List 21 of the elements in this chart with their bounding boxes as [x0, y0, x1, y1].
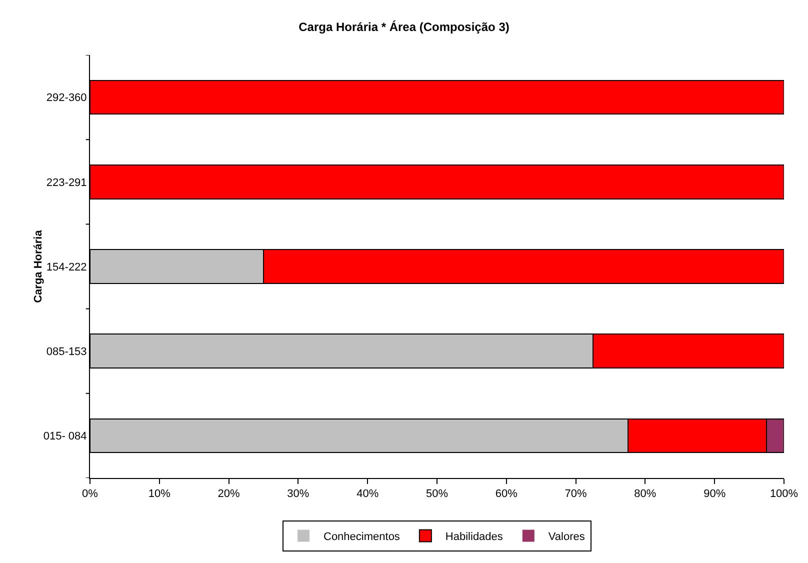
x-tick-label: 60%: [495, 488, 518, 500]
x-tick-label: 70%: [564, 488, 588, 500]
y-tick-label: 015- 084: [43, 430, 87, 443]
y-tick-label: 292-360: [46, 92, 87, 104]
x-tick-label: 80%: [634, 488, 656, 500]
x-tick-label: 0%: [82, 488, 98, 500]
chart-title: Carga Horária * Área (Composição 3): [298, 20, 510, 34]
y-axis-title: Carga Horária: [32, 229, 44, 303]
x-tick-label: 90%: [704, 488, 726, 500]
legend-label: Valores: [548, 531, 586, 544]
legend-label: Habilidades: [445, 531, 504, 544]
x-tick-label: 20%: [218, 488, 240, 500]
y-tick-label: 154-222: [46, 261, 87, 274]
x-tick-label: 50%: [426, 488, 448, 500]
x-tick-label: 100%: [770, 488, 798, 500]
x-tick-label: 10%: [148, 488, 171, 500]
y-tick-label: 223-291: [46, 176, 87, 189]
x-tick-label: 30%: [287, 488, 310, 500]
legend-label: Conhecimentos: [324, 531, 400, 544]
y-tick-label: 085-153: [46, 346, 87, 358]
x-tick-label: 40%: [356, 488, 379, 500]
